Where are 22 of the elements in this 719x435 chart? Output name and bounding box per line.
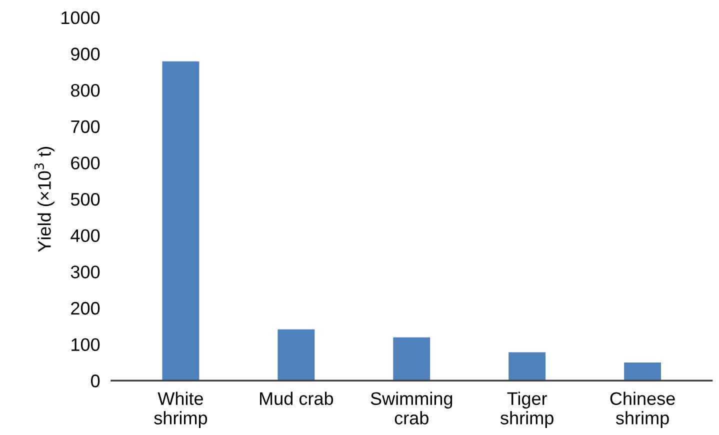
- y-tick-label: 1000: [62, 11, 100, 24]
- x-tick-label: Tiger shrimp: [500, 392, 554, 428]
- bar: [393, 337, 430, 381]
- x-tick-label: Swimming crab: [370, 392, 452, 424]
- y-tick-label: 500: [70, 192, 100, 206]
- y-tick-label: 100: [72, 338, 100, 352]
- x-tick-label: White shrimp: [154, 392, 208, 428]
- y-tick-label: 0: [91, 374, 100, 388]
- x-tick-label: Chinese shrimp: [610, 392, 675, 428]
- x-tick-label: Mud crab: [260, 392, 334, 405]
- y-tick-label: 600: [71, 156, 100, 170]
- y-tick-label: 700: [71, 120, 100, 134]
- bar: [162, 61, 200, 381]
- y-tick-label: 800: [70, 84, 100, 97]
- y-tick-label: 300: [70, 266, 100, 278]
- bar: [278, 329, 315, 381]
- y-tick-label: 400: [70, 229, 100, 242]
- y-tick-label: 200: [71, 302, 100, 315]
- bar: [624, 362, 662, 381]
- y-axis-title: Yield (×10$^{3}$ t): [34, 146, 54, 252]
- y-tick-label: 900: [71, 48, 100, 60]
- bar: [508, 352, 546, 381]
